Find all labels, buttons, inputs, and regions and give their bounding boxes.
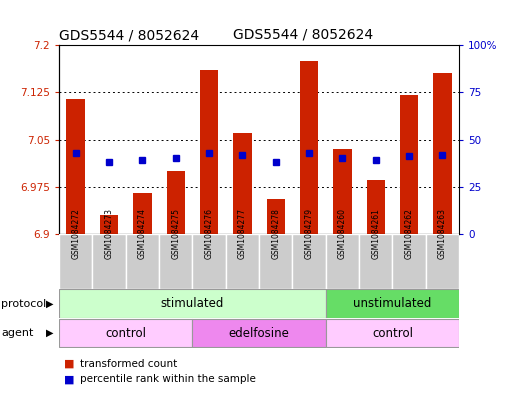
Bar [259, 234, 292, 289]
Bar [133, 193, 151, 234]
Bar [192, 319, 326, 347]
Text: percentile rank within the sample: percentile rank within the sample [80, 374, 255, 384]
Bar [426, 234, 459, 289]
Bar [167, 171, 185, 234]
Text: GSM1084273: GSM1084273 [105, 208, 113, 259]
Bar [292, 234, 326, 289]
Bar [326, 289, 459, 318]
Text: edelfosine: edelfosine [229, 327, 289, 340]
Text: GSM1084277: GSM1084277 [238, 208, 247, 259]
Text: GSM1084276: GSM1084276 [205, 208, 213, 259]
Text: GSM1084262: GSM1084262 [405, 208, 413, 259]
Text: unstimulated: unstimulated [353, 297, 431, 310]
Bar [333, 149, 351, 234]
Text: ■: ■ [64, 374, 74, 384]
Text: GSM1084261: GSM1084261 [371, 208, 380, 259]
Bar [267, 199, 285, 234]
Bar [59, 234, 92, 289]
Text: GSM1084272: GSM1084272 [71, 208, 80, 259]
Text: stimulated: stimulated [161, 297, 224, 310]
Text: ▶: ▶ [46, 328, 54, 338]
Text: GSM1084275: GSM1084275 [171, 208, 180, 259]
Text: control: control [372, 327, 413, 340]
Bar [67, 99, 85, 234]
Text: GDS5544 / 8052624: GDS5544 / 8052624 [59, 29, 199, 42]
Bar [359, 234, 392, 289]
Bar [300, 61, 318, 234]
Bar [367, 180, 385, 234]
Text: GSM1084279: GSM1084279 [305, 208, 313, 259]
Bar [433, 73, 451, 234]
Bar [159, 234, 192, 289]
Bar [92, 234, 126, 289]
Text: GSM1084263: GSM1084263 [438, 208, 447, 259]
Text: ▶: ▶ [46, 299, 54, 309]
Bar [233, 133, 251, 234]
Text: transformed count: transformed count [80, 358, 177, 369]
Bar [200, 70, 218, 234]
Bar [392, 234, 426, 289]
Text: GDS5544 / 8052624: GDS5544 / 8052624 [233, 27, 373, 41]
Text: control: control [105, 327, 146, 340]
Bar [59, 319, 192, 347]
Bar [59, 289, 326, 318]
Text: agent: agent [1, 328, 33, 338]
Bar [100, 215, 118, 234]
Bar [192, 234, 226, 289]
Text: GSM1084278: GSM1084278 [271, 208, 280, 259]
Bar [326, 234, 359, 289]
Bar [326, 319, 459, 347]
Bar [226, 234, 259, 289]
Text: protocol: protocol [1, 299, 46, 309]
Text: ■: ■ [64, 358, 74, 369]
Text: GSM1084274: GSM1084274 [138, 208, 147, 259]
Bar [126, 234, 159, 289]
Text: GSM1084260: GSM1084260 [338, 208, 347, 259]
Bar [400, 95, 418, 234]
